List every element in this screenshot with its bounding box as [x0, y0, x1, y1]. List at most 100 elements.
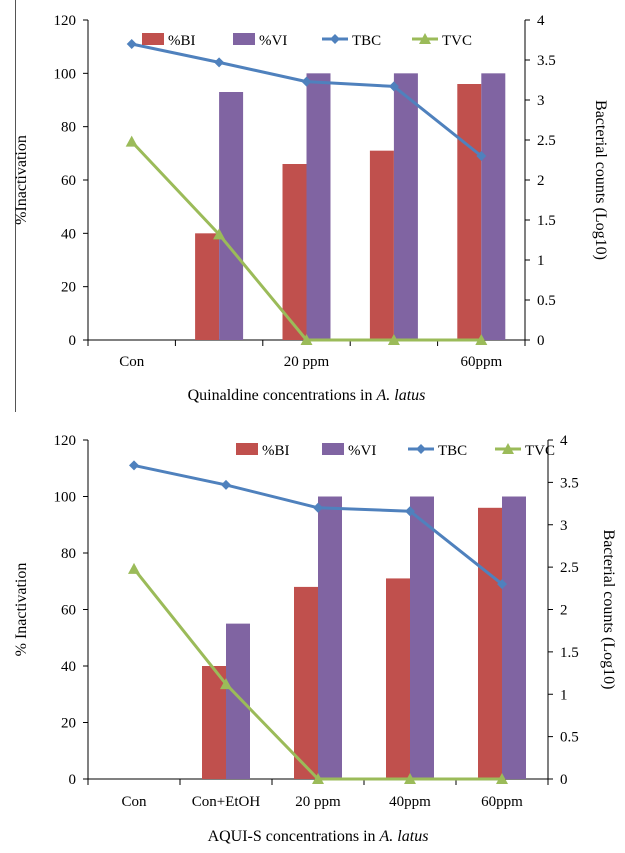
legend-swatch-pct-bi	[142, 33, 164, 45]
x-category-label: 20 ppm	[284, 354, 330, 370]
marker-tbc	[301, 76, 312, 87]
marker-tvc	[475, 334, 488, 345]
marker-tvc	[496, 773, 508, 784]
legend-label: %BI	[262, 443, 290, 459]
legend-label: TBC	[438, 443, 467, 459]
bar-pct-vi	[318, 496, 342, 779]
bar-pct-vi	[481, 73, 506, 340]
legend-marker-tbc	[416, 444, 426, 454]
y2-axis-title: Bacterial counts (Log10)	[600, 530, 617, 690]
left-tick-label: 40	[61, 659, 76, 675]
bar-pct-vi	[410, 496, 434, 779]
legend-label: TVC	[442, 33, 472, 49]
legend-label: TVC	[525, 443, 555, 459]
left-tick-label: 120	[54, 13, 77, 29]
marker-tbc	[221, 479, 231, 490]
marker-tbc	[214, 57, 225, 68]
x-axis-title-species: A. latus	[375, 387, 425, 404]
y2-axis-title: Bacterial counts (Log10)	[592, 100, 609, 260]
legend-label: %VI	[259, 33, 287, 49]
x-axis-title: Quinaldine concentrations in A. latus	[188, 387, 426, 404]
legend-label: %VI	[348, 443, 376, 459]
right-tick-label: 1.5	[537, 213, 556, 229]
bar-pct-vi	[306, 73, 331, 340]
y-axis-title: %Inactivation	[13, 135, 30, 225]
right-tick-label: 1	[537, 253, 545, 269]
bar-pct-bi	[195, 233, 220, 340]
right-tick-label: 2.5	[560, 560, 579, 576]
right-tick-label: 0.5	[537, 293, 556, 309]
bar-pct-vi	[226, 623, 250, 779]
marker-tbc	[497, 579, 507, 590]
x-category-label: 60ppm	[481, 794, 523, 810]
right-tick-label: 2.5	[537, 133, 556, 149]
left-tick-label: 0	[69, 333, 77, 349]
right-tick-label: 1.5	[560, 645, 579, 661]
marker-tvc	[128, 562, 140, 574]
left-tick-label: 60	[61, 603, 76, 619]
panel-divider-line	[15, 0, 16, 412]
legend-marker-tvc	[502, 443, 514, 454]
right-tick-label: 0	[537, 333, 545, 349]
x-category-label: 40ppm	[389, 794, 431, 810]
right-tick-label: 3.5	[537, 53, 556, 69]
left-tick-label: 80	[61, 120, 76, 136]
bar-pct-vi	[502, 496, 526, 779]
marker-tbc	[129, 460, 139, 471]
left-tick-label: 80	[61, 546, 76, 562]
marker-tbc	[313, 502, 323, 513]
bar-pct-bi	[202, 666, 226, 779]
left-tick-label: 100	[54, 490, 77, 506]
marker-tvc	[213, 228, 226, 240]
x-category-label: 20 ppm	[295, 794, 341, 810]
left-tick-label: 0	[69, 772, 77, 788]
marker-tbc	[388, 81, 399, 92]
legend-swatch-pct-vi	[322, 443, 344, 455]
left-tick-label: 120	[54, 433, 77, 449]
marker-tvc	[312, 773, 324, 784]
left-tick-label: 60	[61, 173, 76, 189]
x-category-label: 60ppm	[460, 354, 502, 370]
left-tick-label: 100	[54, 66, 77, 82]
right-tick-label: 0	[560, 772, 568, 788]
marker-tvc	[300, 334, 313, 345]
bar-pct-bi	[457, 84, 482, 340]
right-tick-label: 2	[537, 173, 545, 189]
left-tick-label: 20	[61, 716, 76, 732]
left-tick-label: 40	[61, 226, 76, 242]
legend-marker-tbc	[330, 34, 340, 44]
x-category-label: Con	[121, 794, 147, 810]
marker-tvc	[387, 334, 400, 345]
bar-pct-vi	[219, 92, 244, 340]
bar-pct-bi	[369, 150, 394, 340]
right-tick-label: 3	[537, 93, 545, 109]
right-tick-label: 0.5	[560, 730, 579, 746]
legend-label: %BI	[168, 33, 196, 49]
right-tick-label: 4	[560, 433, 568, 449]
left-tick-label: 20	[61, 280, 76, 296]
right-tick-label: 3.5	[560, 475, 579, 491]
x-axis-title: AQUI-S concentrations in A. latus	[208, 828, 429, 845]
right-tick-label: 3	[560, 518, 568, 534]
marker-tvc	[125, 135, 138, 147]
x-category-label: Con	[119, 354, 145, 370]
y-axis-title: % Inactivation	[13, 563, 30, 657]
x-axis-title-prefix: AQUI-S concentrations in	[208, 828, 380, 845]
marker-tbc	[126, 39, 137, 49]
right-tick-label: 1	[560, 687, 568, 703]
right-tick-label: 4	[537, 13, 545, 29]
bar-pct-vi	[393, 73, 418, 340]
marker-tvc	[404, 773, 416, 784]
legend-marker-tvc	[419, 33, 431, 44]
marker-tvc	[220, 678, 232, 690]
marker-tbc	[476, 151, 487, 161]
bar-pct-bi	[478, 507, 502, 779]
bar-pct-bi	[386, 578, 410, 779]
legend-swatch-pct-bi	[236, 443, 258, 455]
legend-label: TBC	[352, 33, 381, 49]
bar-pct-bi	[282, 164, 307, 340]
x-category-label: Con+EtOH	[192, 794, 261, 810]
x-axis-title-prefix: Quinaldine concentrations in	[188, 387, 377, 404]
x-axis-title-species: A. latus	[379, 828, 429, 845]
